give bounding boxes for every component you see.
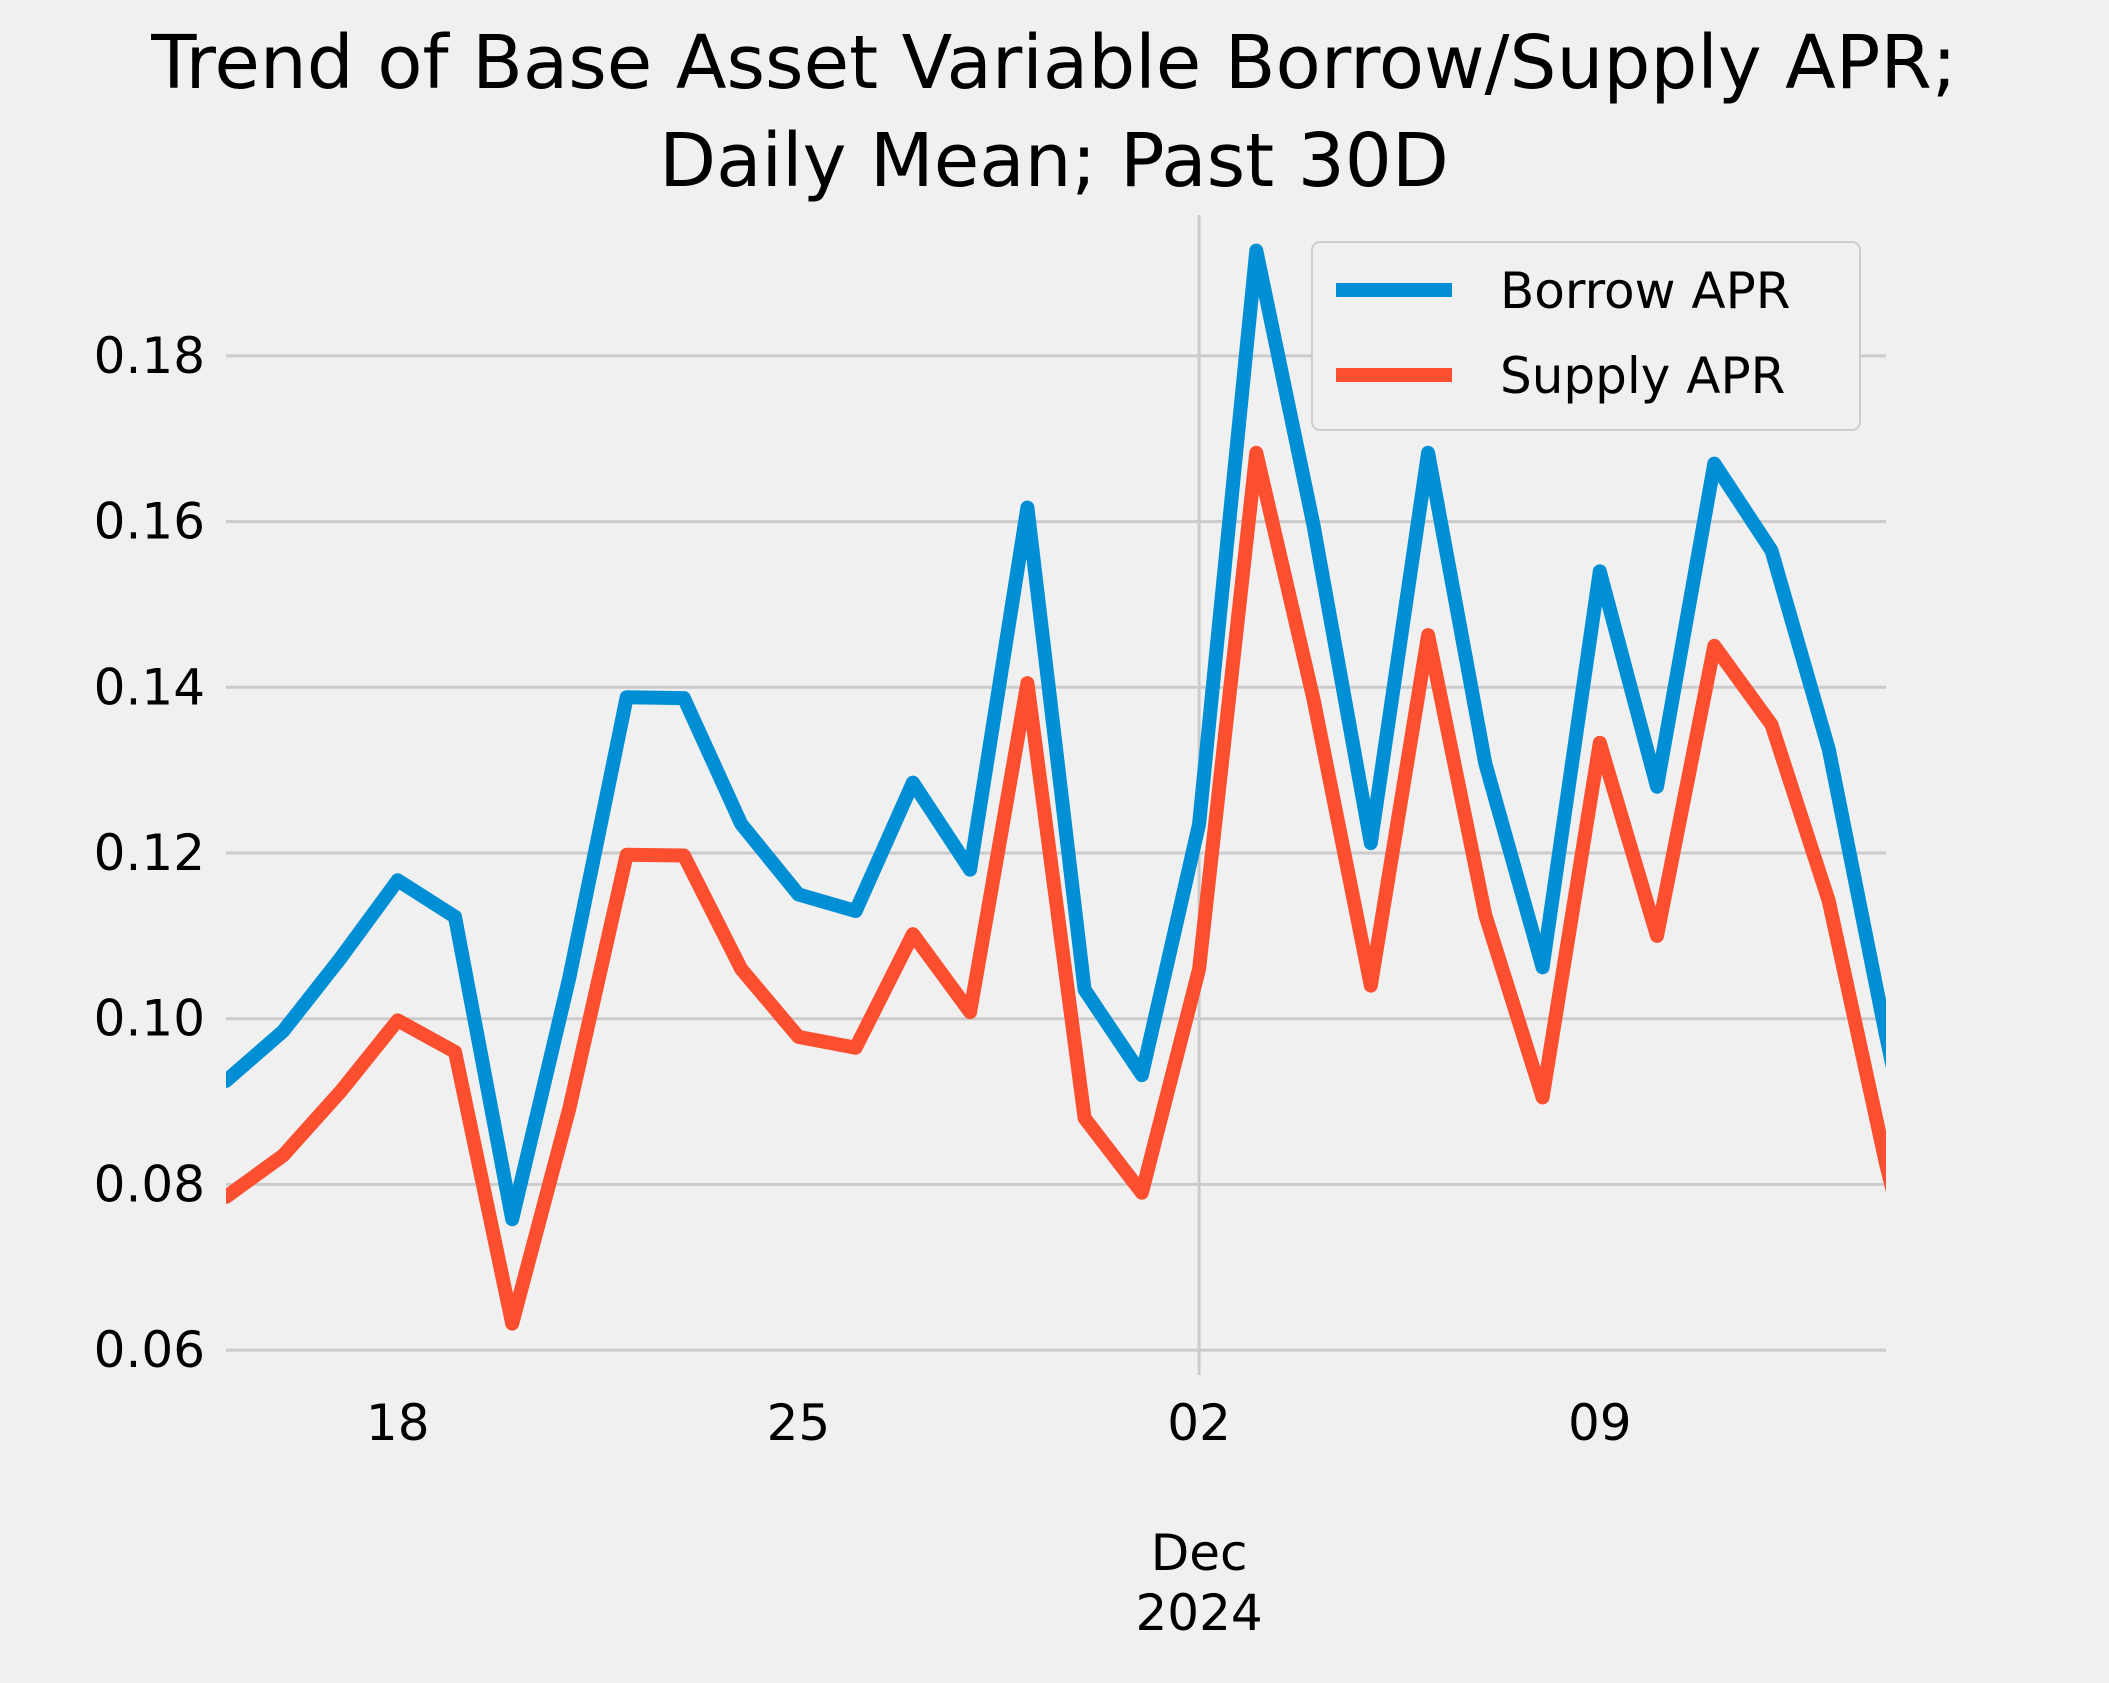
x-tick-label: 18	[366, 1394, 430, 1452]
y-axis-tick-labels: 0.06 0.08 0.10 0.12 0.14 0.16 0.18	[94, 327, 205, 1379]
y-tick-label: 0.12	[94, 824, 205, 882]
chart-title-line-1: Trend of Base Asset Variable Borrow/Supp…	[150, 20, 1957, 106]
y-tick-label: 0.14	[94, 658, 205, 716]
legend-label-borrow-apr: Borrow APR	[1500, 262, 1791, 320]
x-axis-tick-labels: 18 25 02 09	[366, 1394, 1632, 1452]
series-line-borrow-apr	[226, 243, 1886, 1227]
y-tick-label: 0.18	[94, 327, 205, 385]
x-tick-label: 25	[767, 1394, 831, 1452]
series-lines	[226, 243, 1886, 1331]
y-tick-label: 0.06	[94, 1321, 205, 1379]
x-tick-label: 02	[1167, 1394, 1231, 1452]
legend-label-supply-apr: Supply APR	[1500, 347, 1785, 405]
legend: Borrow APR Supply APR	[1311, 241, 1861, 431]
x-secondary-label-line: 2024	[1135, 1584, 1262, 1642]
y-tick-label: 0.08	[94, 1155, 205, 1213]
x-secondary-label-line: Dec	[1151, 1524, 1248, 1582]
y-tick-label: 0.16	[94, 493, 205, 551]
chart-title-line-2: Daily Mean; Past 30D	[659, 118, 1449, 204]
x-tick-label: 09	[1568, 1394, 1632, 1452]
series-line-supply-apr	[226, 445, 1886, 1331]
y-tick-label: 0.10	[94, 990, 205, 1048]
